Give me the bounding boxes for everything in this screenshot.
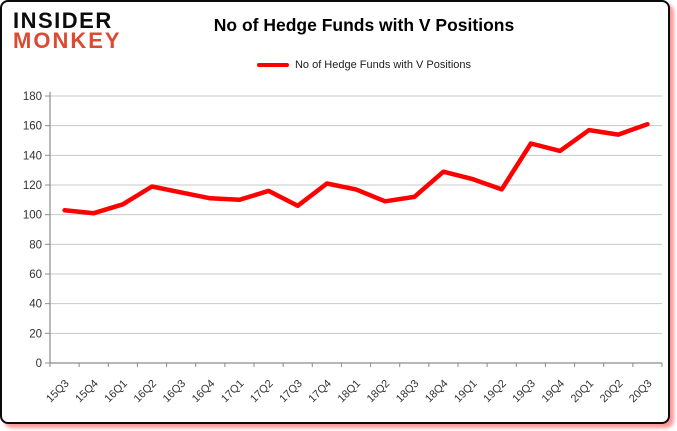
legend-label: No of Hedge Funds with V Positions <box>294 59 472 71</box>
data-line-series <box>62 121 650 216</box>
y-tick-label: 0 <box>36 358 42 370</box>
y-tick-label: 20 <box>29 328 42 340</box>
x-tick-label: 19Q2 <box>481 378 509 406</box>
y-tick-label: 140 <box>23 150 42 162</box>
x-tick-label: 19Q3 <box>510 378 538 406</box>
x-tick-label: 18Q3 <box>394 378 422 406</box>
legend-line-swatch <box>256 62 289 68</box>
y-tick-label: 80 <box>29 239 42 251</box>
x-tick-label: 20Q2 <box>598 378 626 406</box>
logo-line2: MONKEY <box>13 28 122 54</box>
x-tick-label: 19Q1 <box>452 378 480 406</box>
x-tick-label: 16Q4 <box>190 378 218 406</box>
y-tick-label: 180 <box>23 91 42 103</box>
x-tick-label: 19Q4 <box>540 378 568 406</box>
x-tick-label: 17Q3 <box>277 378 305 406</box>
x-tick-label: 18Q4 <box>423 378 451 406</box>
logo-line1: INSIDER <box>13 8 113 33</box>
x-tick-label: 17Q4 <box>306 378 334 406</box>
chart-title: No of Hedge Funds with V Positions <box>213 15 515 35</box>
x-tick-label: 18Q1 <box>336 378 364 406</box>
y-tick-label: 40 <box>29 299 42 311</box>
insider-monkey-logo: INSIDER MONKEY <box>13 8 122 54</box>
chart-card: INSIDER MONKEY No of Hedge Funds with V … <box>0 0 670 424</box>
x-tick-label: 17Q2 <box>248 378 276 406</box>
x-tick-label: 16Q2 <box>132 378 160 406</box>
x-tick-label: 15Q4 <box>73 378 101 406</box>
x-tick-label: 15Q3 <box>44 378 72 406</box>
x-tick-label: 20Q3 <box>627 378 655 406</box>
x-tick-label: 17Q1 <box>219 378 247 406</box>
y-tick-label: 160 <box>23 121 42 133</box>
x-tick-label: 16Q3 <box>161 378 189 406</box>
x-tick-label: 18Q2 <box>365 378 393 406</box>
y-tick-label: 100 <box>23 210 42 222</box>
y-tick-label: 120 <box>23 180 42 192</box>
legend: No of Hedge Funds with V Positions <box>60 59 668 71</box>
x-tick-label: 16Q1 <box>102 378 130 406</box>
y-tick-label: 60 <box>29 269 42 281</box>
x-tick-label: 20Q1 <box>569 378 597 406</box>
line-chart: 0 20 40 60 80 100 120 140 160 180 15Q3 15Q4 16Q1 16Q2… <box>23 91 663 406</box>
